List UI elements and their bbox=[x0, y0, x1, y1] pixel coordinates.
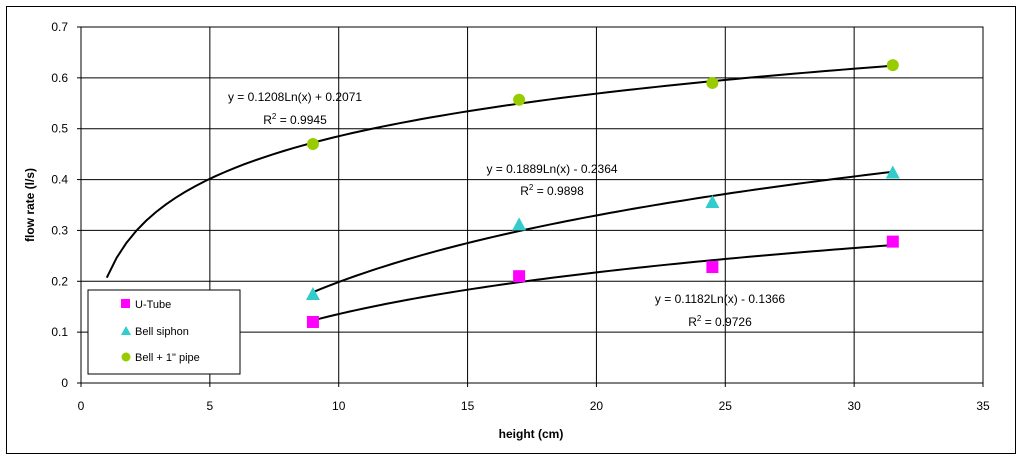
x-axis-ticks: 0 5 10 15 20 25 30 35 bbox=[78, 383, 990, 413]
legend-u-tube-marker bbox=[121, 299, 130, 308]
bell-siphon-point bbox=[705, 194, 720, 208]
legend-u-tube-label: U-Tube bbox=[135, 299, 171, 311]
x-tick-label: 20 bbox=[590, 399, 604, 413]
bell-pipe-point bbox=[306, 137, 319, 150]
u-tube-equation: y = 0.1182Ln(x) - 0.1366 bbox=[655, 292, 786, 306]
trendline-equations: y = 0.1182Ln(x) - 0.1366 R2 = 0.9726 y = 0… bbox=[228, 90, 785, 329]
x-tick-label: 25 bbox=[719, 399, 733, 413]
bell-siphon-point bbox=[885, 165, 900, 179]
u-tube-trendline bbox=[312, 244, 893, 322]
y-tick-label: 0.7 bbox=[51, 20, 68, 34]
bell-siphon-point bbox=[512, 217, 527, 231]
plot-area-border bbox=[80, 26, 984, 384]
x-tick-label: 10 bbox=[332, 399, 346, 413]
u-tube-point bbox=[706, 261, 719, 274]
x-tick-label: 5 bbox=[207, 399, 214, 413]
y-tick-label: 0.4 bbox=[51, 173, 68, 187]
y-tick-label: 0.2 bbox=[51, 274, 68, 288]
bell-siphon-trendline bbox=[312, 170, 893, 294]
bell-pipe-equation: y = 0.1208Ln(x) + 0.2071 bbox=[228, 90, 362, 104]
y-tick-label: 0.5 bbox=[51, 122, 68, 136]
bell-pipe-point bbox=[886, 59, 899, 72]
legend-bell-pipe-marker bbox=[121, 352, 131, 362]
u-tube-point bbox=[886, 235, 899, 248]
u-tube-point bbox=[306, 315, 319, 328]
legend-box bbox=[87, 289, 241, 375]
y-axis-ticks: 0 0.1 0.2 0.3 0.4 0.5 0.6 0.7 bbox=[51, 20, 81, 390]
y-tick-label: 0.1 bbox=[51, 325, 68, 339]
y-tick-label: 0.6 bbox=[51, 71, 68, 85]
legend-bell-siphon-marker bbox=[121, 326, 131, 335]
bell-siphon-equation: y = 0.1889Ln(x) - 0.2364 bbox=[486, 162, 617, 176]
x-tick-label: 30 bbox=[847, 399, 861, 413]
bell-pipe-trendline bbox=[105, 64, 893, 279]
bell-pipe-point bbox=[513, 93, 526, 106]
x-tick-label: 0 bbox=[78, 399, 85, 413]
legend: U-Tube Bell siphon Bell + 1" pipe bbox=[87, 289, 241, 375]
y-axis-title: flow rate (l/s) bbox=[23, 168, 37, 242]
y-tick-label: 0.3 bbox=[51, 223, 68, 237]
u-tube-r-squared: R2 = 0.9726 bbox=[688, 314, 752, 329]
trendlines bbox=[105, 64, 893, 322]
bell-pipe-r-squared: R2 = 0.9945 bbox=[263, 112, 327, 127]
x-tick-label: 15 bbox=[461, 399, 475, 413]
y-tick-label: 0 bbox=[61, 376, 68, 390]
x-axis-title: height (cm) bbox=[499, 427, 564, 441]
data-points bbox=[305, 59, 900, 328]
u-tube-point bbox=[513, 270, 526, 283]
x-tick-label: 35 bbox=[976, 399, 990, 413]
bell-siphon-r-squared: R2 = 0.9898 bbox=[520, 183, 584, 198]
legend-bell-siphon-label: Bell siphon bbox=[135, 326, 189, 338]
bell-siphon-point bbox=[305, 287, 320, 300]
legend-bell-pipe-label: Bell + 1" pipe bbox=[135, 352, 200, 364]
bell-pipe-point bbox=[706, 76, 719, 89]
